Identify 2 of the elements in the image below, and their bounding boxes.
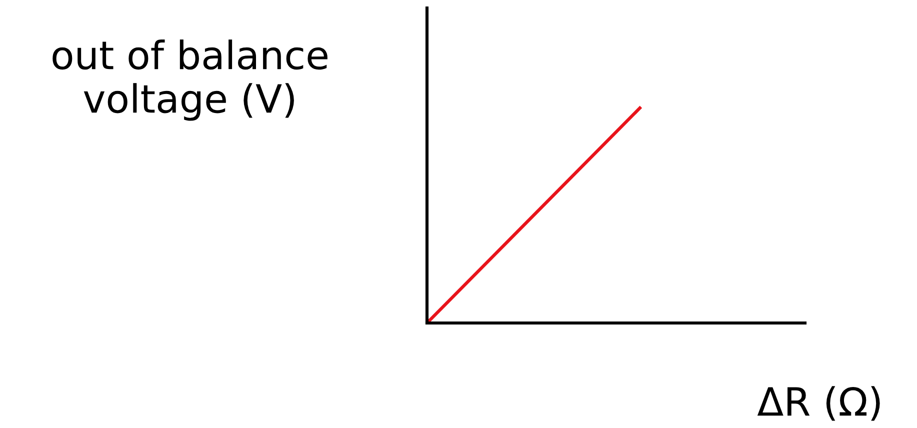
x-axis-title: ΔR (Ω) — [757, 386, 880, 421]
y-axis-title: out of balance voltage (V) — [52, 40, 328, 121]
